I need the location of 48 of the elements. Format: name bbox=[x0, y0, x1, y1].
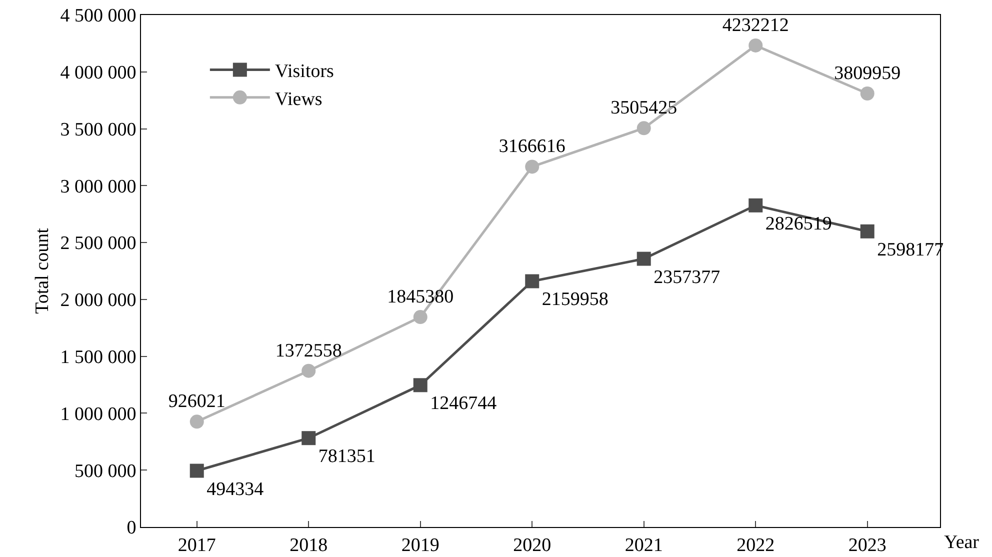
y-tick-label: 0 bbox=[126, 518, 136, 539]
point bbox=[860, 86, 874, 101]
data-label: 2159958 bbox=[542, 289, 608, 310]
x-axis-title: Year bbox=[944, 532, 980, 553]
data-label: 1845380 bbox=[387, 286, 454, 308]
x-tick-label: 2019 bbox=[401, 534, 440, 556]
y-tick-label: 4 000 000 bbox=[60, 62, 136, 84]
x-tick-label: 2020 bbox=[513, 534, 552, 556]
y-tick-label: 1 500 000 bbox=[60, 346, 136, 368]
data-label: 1246744 bbox=[430, 393, 498, 414]
point bbox=[413, 310, 428, 324]
y-tick-label: 3 500 000 bbox=[60, 119, 136, 140]
point bbox=[860, 224, 874, 238]
y-tick-label: 1 000 000 bbox=[60, 404, 136, 425]
point bbox=[525, 160, 540, 174]
x-tick-label: 2017 bbox=[178, 534, 216, 556]
data-label: 4232212 bbox=[722, 14, 789, 36]
y-tick-label: 2 500 000 bbox=[60, 233, 136, 254]
data-label: 926021 bbox=[168, 391, 226, 412]
y-tick-label: 2 000 000 bbox=[60, 290, 136, 312]
point bbox=[302, 364, 316, 378]
legend-label: Views bbox=[274, 88, 322, 110]
y-axis-title: Total count bbox=[32, 227, 54, 314]
point bbox=[636, 121, 651, 136]
data-label: 2826519 bbox=[765, 213, 832, 234]
data-label: 781351 bbox=[318, 446, 376, 468]
point bbox=[748, 198, 763, 212]
point bbox=[302, 431, 316, 446]
y-tick-label: 4 500 000 bbox=[60, 6, 136, 27]
point bbox=[748, 38, 763, 52]
data-label: 3809959 bbox=[834, 63, 901, 84]
data-label: 1372558 bbox=[275, 340, 342, 362]
data-label: 3166616 bbox=[498, 136, 566, 158]
x-tick-label: 2018 bbox=[290, 534, 328, 556]
point bbox=[525, 274, 540, 288]
data-label: 2357377 bbox=[654, 266, 720, 288]
y-tick-label: 3 000 000 bbox=[60, 176, 136, 198]
point bbox=[413, 378, 428, 392]
x-tick-label: 2022 bbox=[736, 534, 775, 556]
x-tick-label: 2023 bbox=[848, 534, 886, 556]
point bbox=[190, 464, 204, 478]
x-tick-label: 2021 bbox=[624, 534, 663, 556]
y-tick-label: 500 000 bbox=[74, 460, 136, 482]
data-label: 3505425 bbox=[610, 98, 678, 119]
point bbox=[190, 414, 204, 429]
legend-label: Visitors bbox=[274, 61, 334, 82]
data-label: 494334 bbox=[206, 478, 264, 500]
point bbox=[636, 252, 651, 266]
